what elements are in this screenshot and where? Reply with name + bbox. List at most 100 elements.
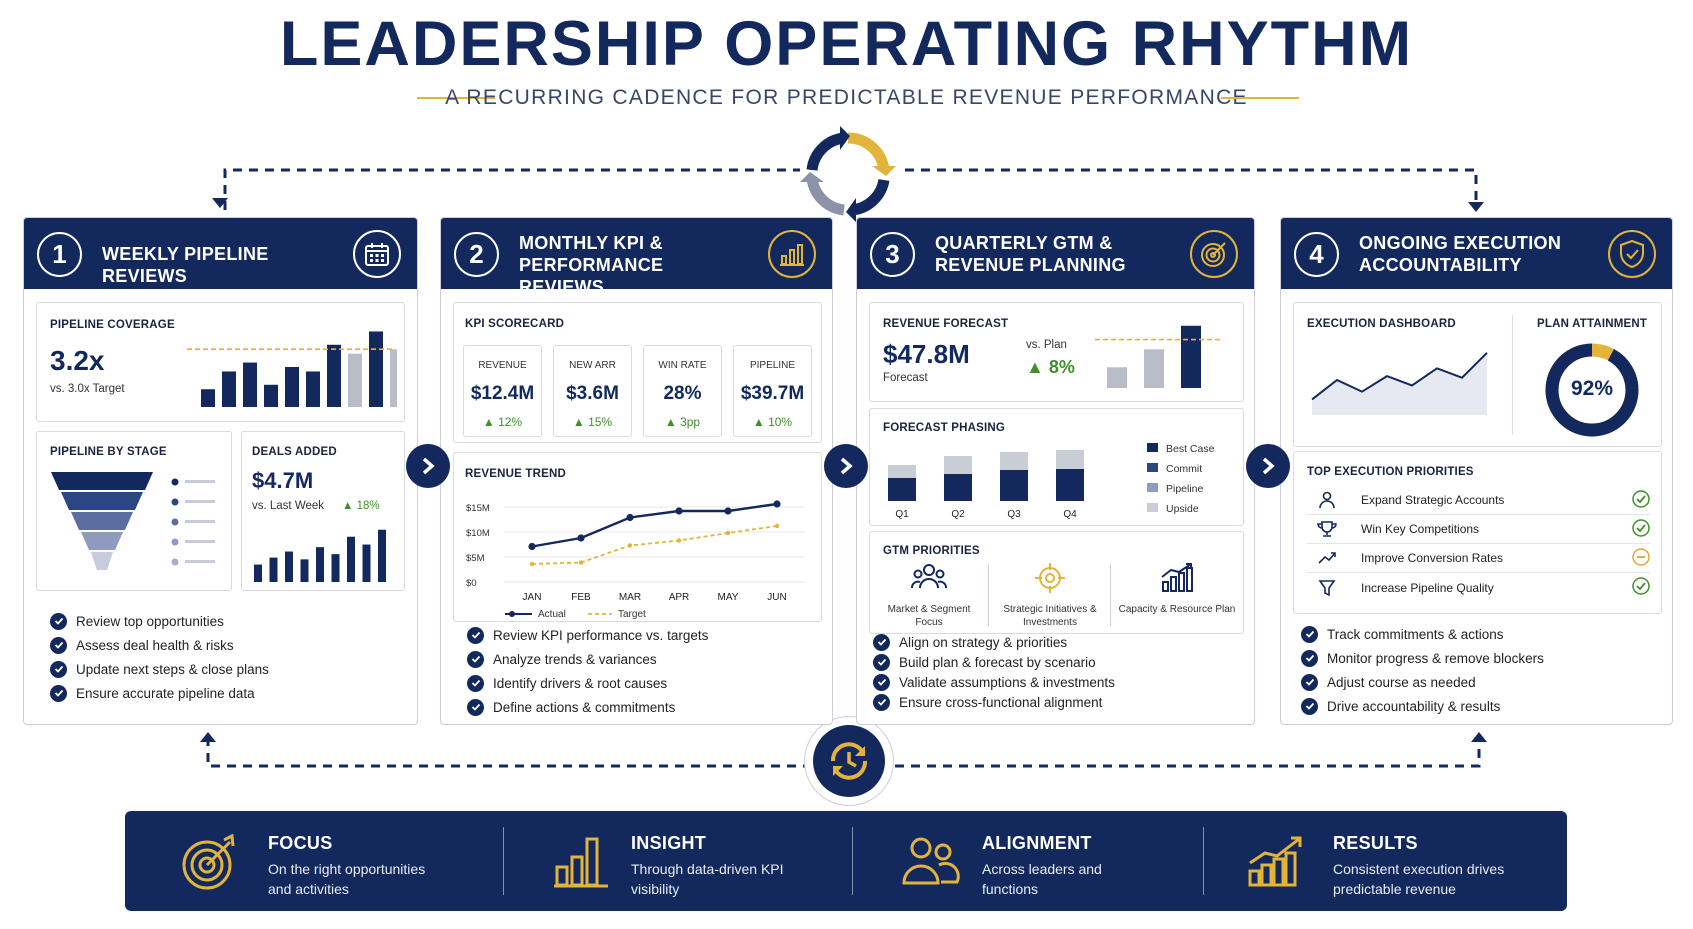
bar-chart-icon [554, 837, 608, 888]
step-number: 4 [1294, 232, 1339, 277]
checklist-item: Define actions & commitments [467, 695, 708, 719]
checklist: Review KPI performance vs. targets Analy… [467, 623, 708, 719]
deals-bar [300, 559, 309, 582]
growth-chart-icon [1161, 563, 1193, 592]
card-label: PIPELINE COVERAGE [50, 319, 175, 331]
panel-header: 1 WEEKLY PIPELINE REVIEWS [24, 218, 417, 289]
people-icon [911, 564, 947, 589]
kpi-scorecard-card: KPI SCORECARD REVENUE $12.4M ▲ 12% NEW ARR… [453, 302, 822, 443]
legend-item: Pipeline [1147, 479, 1214, 499]
pipeline-coverage-card: PIPELINE COVERAGE 3.2x vs. 3.0x Target [36, 302, 405, 422]
checklist: Review top opportunities Assess deal hea… [50, 609, 269, 705]
checklist-item: Identify drivers & root causes [467, 671, 708, 695]
divider [503, 827, 504, 895]
check-icon [50, 612, 67, 630]
card-label: FORECAST PHASING [883, 422, 1006, 434]
checklist-item: Monitor progress & remove blockers [1301, 646, 1544, 670]
deals-bar [347, 536, 355, 582]
gtm-priorities-card: GTM PRIORITIES Market & Segment Focus St… [869, 531, 1244, 634]
forecast-vs-label: vs. Plan [1026, 339, 1067, 351]
divider [1512, 315, 1513, 435]
target-icon [182, 833, 235, 890]
clock-cycle-badge [804, 716, 894, 806]
execution-dashboard-chart [1311, 352, 1488, 415]
pipeline-coverage-chart [187, 331, 397, 407]
check-icon [467, 698, 484, 716]
legend-actual-label: Actual [538, 609, 566, 620]
status-in-progress-icon [1632, 547, 1650, 569]
next-step-arrow [1246, 444, 1290, 488]
coverage-bar [222, 371, 236, 407]
phasing-segment [1056, 450, 1084, 469]
pipeline-funnel-chart [51, 472, 215, 570]
priority-item: Expand Strategic Accounts [1307, 486, 1650, 515]
panel-title: QUARTERLY GTM & REVENUE PLANNING [935, 233, 1126, 275]
card-label: EXECUTION DASHBOARD [1307, 318, 1456, 330]
next-step-arrow [824, 444, 868, 488]
check-icon [50, 660, 67, 678]
check-icon [873, 633, 890, 651]
page-subtitle: A RECURRING CADENCE FOR PREDICTABLE REVE… [445, 86, 1248, 109]
people-icon [902, 837, 960, 885]
kpi-tile-pipeline: PIPELINE $39.7M ▲ 10% [733, 345, 812, 437]
divider [1203, 827, 1204, 895]
panel-title: ONGOING EXECUTION ACCOUNTABILITY [1359, 233, 1562, 275]
deals-added-chart [254, 529, 386, 582]
funnel-stage-2 [61, 492, 143, 510]
outcome-results: RESULTS Consistent execution drives predi… [1205, 811, 1567, 911]
legend-item: Commit [1147, 459, 1214, 479]
coverage-bar [264, 384, 278, 407]
x-tick-label: Q1 [895, 509, 909, 520]
y-tick-label: $10M [466, 528, 490, 539]
card-label: PIPELINE BY STAGE [50, 446, 167, 458]
x-tick-label: Q2 [951, 509, 965, 520]
phasing-segment [1000, 452, 1028, 470]
plan-attainment-donut [1545, 343, 1639, 437]
actual-point [528, 542, 536, 551]
revenue-trend-chart: $15M $10M $5M $0 JAN FEB MAR APR MAY JUN Actual Tar… [466, 500, 805, 620]
divider [988, 564, 989, 626]
check-icon [1301, 697, 1318, 715]
legend-item: Upside [1147, 499, 1214, 519]
forecast-bar [1181, 325, 1201, 388]
target-point [627, 543, 633, 548]
phasing-legend: Best Case Commit Pipeline Upside [1147, 439, 1214, 519]
coverage-bar [306, 371, 320, 407]
deals-bar [316, 547, 324, 582]
shield-check-icon [1608, 230, 1656, 278]
check-icon [1301, 625, 1318, 643]
checklist-item: Ensure accurate pipeline data [50, 681, 269, 705]
step-number: 1 [37, 232, 82, 277]
check-icon [1301, 649, 1318, 667]
check-icon [467, 626, 484, 644]
donut-attained [1545, 343, 1639, 437]
panel-header: 2 MONTHLY KPI & PERFORMANCE REVIEWS [441, 218, 832, 297]
gtm-item: Capacity & Resource Plan [1116, 562, 1238, 616]
forecast-note: Forecast [883, 372, 928, 384]
panel-header: 4 ONGOING EXECUTION ACCOUNTABILITY [1281, 218, 1672, 289]
actual-series-line [531, 502, 778, 548]
target-point [529, 561, 535, 567]
page-title: LEADERSHIP OPERATING RHYTHM [279, 9, 1414, 79]
deals-bar [254, 564, 262, 582]
kpi-tile-new-arr: NEW ARR $3.6M ▲ 15% [553, 345, 632, 437]
attainment-value: 92% [1570, 377, 1614, 400]
deals-delta: ▲ 18% [342, 500, 380, 512]
coverage-bar [390, 349, 397, 407]
kpi-tile-win-rate: WIN RATE 28% ▲ 3pp [643, 345, 722, 437]
checklist: Track commitments & actions Monitor prog… [1301, 622, 1544, 718]
check-icon [50, 684, 67, 702]
panel-quarterly-gtm-planning: 3 QUARTERLY GTM & REVENUE PLANNING REVEN… [856, 217, 1255, 725]
checklist-item: Align on strategy & priorities [873, 632, 1115, 652]
deals-added-card: DEALS ADDED $4.7M vs. Last Week ▲ 18% [241, 431, 405, 591]
outcome-alignment: ALIGNMENT Across leaders and functions [855, 811, 1205, 911]
deals-bar [362, 544, 371, 582]
checklist-item: Review KPI performance vs. targets [467, 623, 708, 647]
x-tick-label: FEB [571, 592, 591, 603]
actual-point [724, 507, 732, 515]
deals-value: $4.7M [252, 468, 314, 493]
coverage-bar [201, 389, 215, 407]
crosshair-icon [1035, 563, 1065, 593]
forecast-bar [1144, 349, 1164, 388]
